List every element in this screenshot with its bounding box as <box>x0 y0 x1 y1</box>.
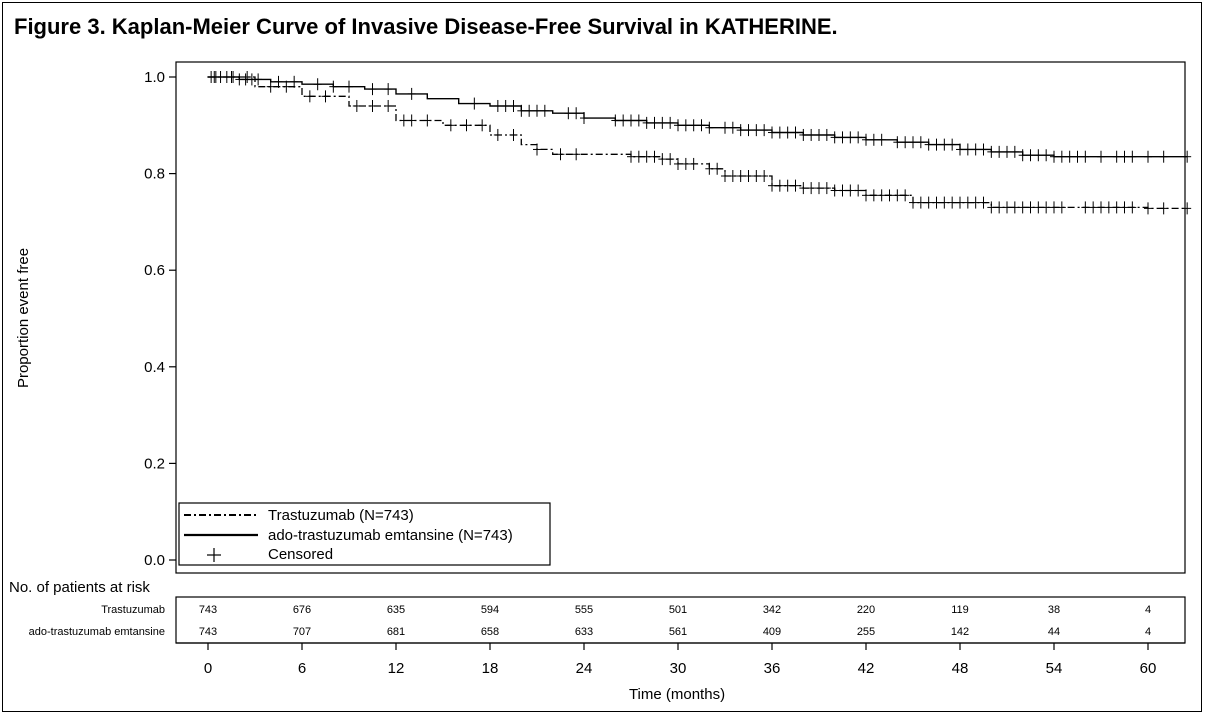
legend-label-trastuzumab: Trastuzumab (N=743) <box>268 507 414 524</box>
risk-value: 142 <box>951 626 969 638</box>
risk-value: 743 <box>199 604 217 616</box>
risk-value: 220 <box>857 604 875 616</box>
risk-value: 681 <box>387 626 405 638</box>
risk-value: 635 <box>387 604 405 616</box>
risk-value: 676 <box>293 604 311 616</box>
y-tick-label: 0.4 <box>144 359 165 376</box>
x-tick-label: 6 <box>298 660 306 677</box>
risk-value: 255 <box>857 626 875 638</box>
risk-row-label-trastuzumab: Trastuzumab <box>101 604 165 616</box>
risk-value: 409 <box>763 626 781 638</box>
risk-value: 555 <box>575 604 593 616</box>
y-tick-label: 0.6 <box>144 262 165 279</box>
x-tick-label: 60 <box>1140 660 1157 677</box>
survival-curves <box>208 76 1188 210</box>
x-tick-label: 0 <box>204 660 212 677</box>
curve-ado-trastuzumab-emtansine <box>208 76 1188 158</box>
risk-value: 561 <box>669 626 687 638</box>
x-tick-label: 30 <box>670 660 687 677</box>
y-axis-label: Proportion event free <box>15 248 32 388</box>
risk-value: 4 <box>1145 604 1151 616</box>
risk-value: 633 <box>575 626 593 638</box>
risk-values: 743 676 635 594 555 501 342 220 119 38 4 743 707 681 6… <box>199 604 1151 638</box>
x-tick-label: 54 <box>1046 660 1063 677</box>
x-tick-label: 36 <box>764 660 781 677</box>
risk-value: 743 <box>199 626 217 638</box>
y-tick-label: 0.2 <box>144 455 165 472</box>
risk-value: 658 <box>481 626 499 638</box>
legend-box <box>178 502 551 566</box>
plot-area <box>175 61 1186 574</box>
y-tick-label: 0.8 <box>144 166 165 183</box>
risk-value: 501 <box>669 604 687 616</box>
x-tick-label: 18 <box>482 660 499 677</box>
x-tick-label: 42 <box>858 660 875 677</box>
risk-row-label-ado-trastuzumab: ado-trastuzumab emtansine <box>29 626 165 638</box>
x-tick-label: 48 <box>952 660 969 677</box>
risk-value: 4 <box>1145 626 1151 638</box>
x-axis-ticks: 0 6 12 18 24 30 36 42 48 54 60 <box>204 643 1157 677</box>
risk-value: 594 <box>481 604 499 616</box>
y-tick-label: 0.0 <box>144 552 165 569</box>
legend: Trastuzumab (N=743) ado-trastuzumab emta… <box>178 502 551 566</box>
legend-label-ado-trastuzumab: ado-trastuzumab emtansine (N=743) <box>268 527 513 544</box>
legend-censor-icon <box>207 548 221 562</box>
risk-table-title: No. of patients at risk <box>9 579 150 596</box>
risk-value: 44 <box>1048 626 1060 638</box>
censor-marks <box>207 71 1192 215</box>
curve-trastuzumab <box>208 76 1188 210</box>
y-axis-label-group: Proportion event free <box>15 248 32 388</box>
risk-value: 38 <box>1048 604 1060 616</box>
x-tick-label: 24 <box>576 660 593 677</box>
y-axis-ticks: 0.0 0.2 0.4 0.6 0.8 1.0 <box>144 69 176 569</box>
legend-label-censored: Censored <box>268 546 333 563</box>
x-axis-label: Time (months) <box>629 686 725 703</box>
risk-value: 119 <box>951 604 969 616</box>
y-tick-label: 1.0 <box>144 69 165 86</box>
risk-value: 707 <box>293 626 311 638</box>
figure-title: Figure 3. Kaplan-Meier Curve of Invasive… <box>14 14 838 39</box>
x-tick-label: 12 <box>388 660 405 677</box>
risk-value: 342 <box>763 604 781 616</box>
